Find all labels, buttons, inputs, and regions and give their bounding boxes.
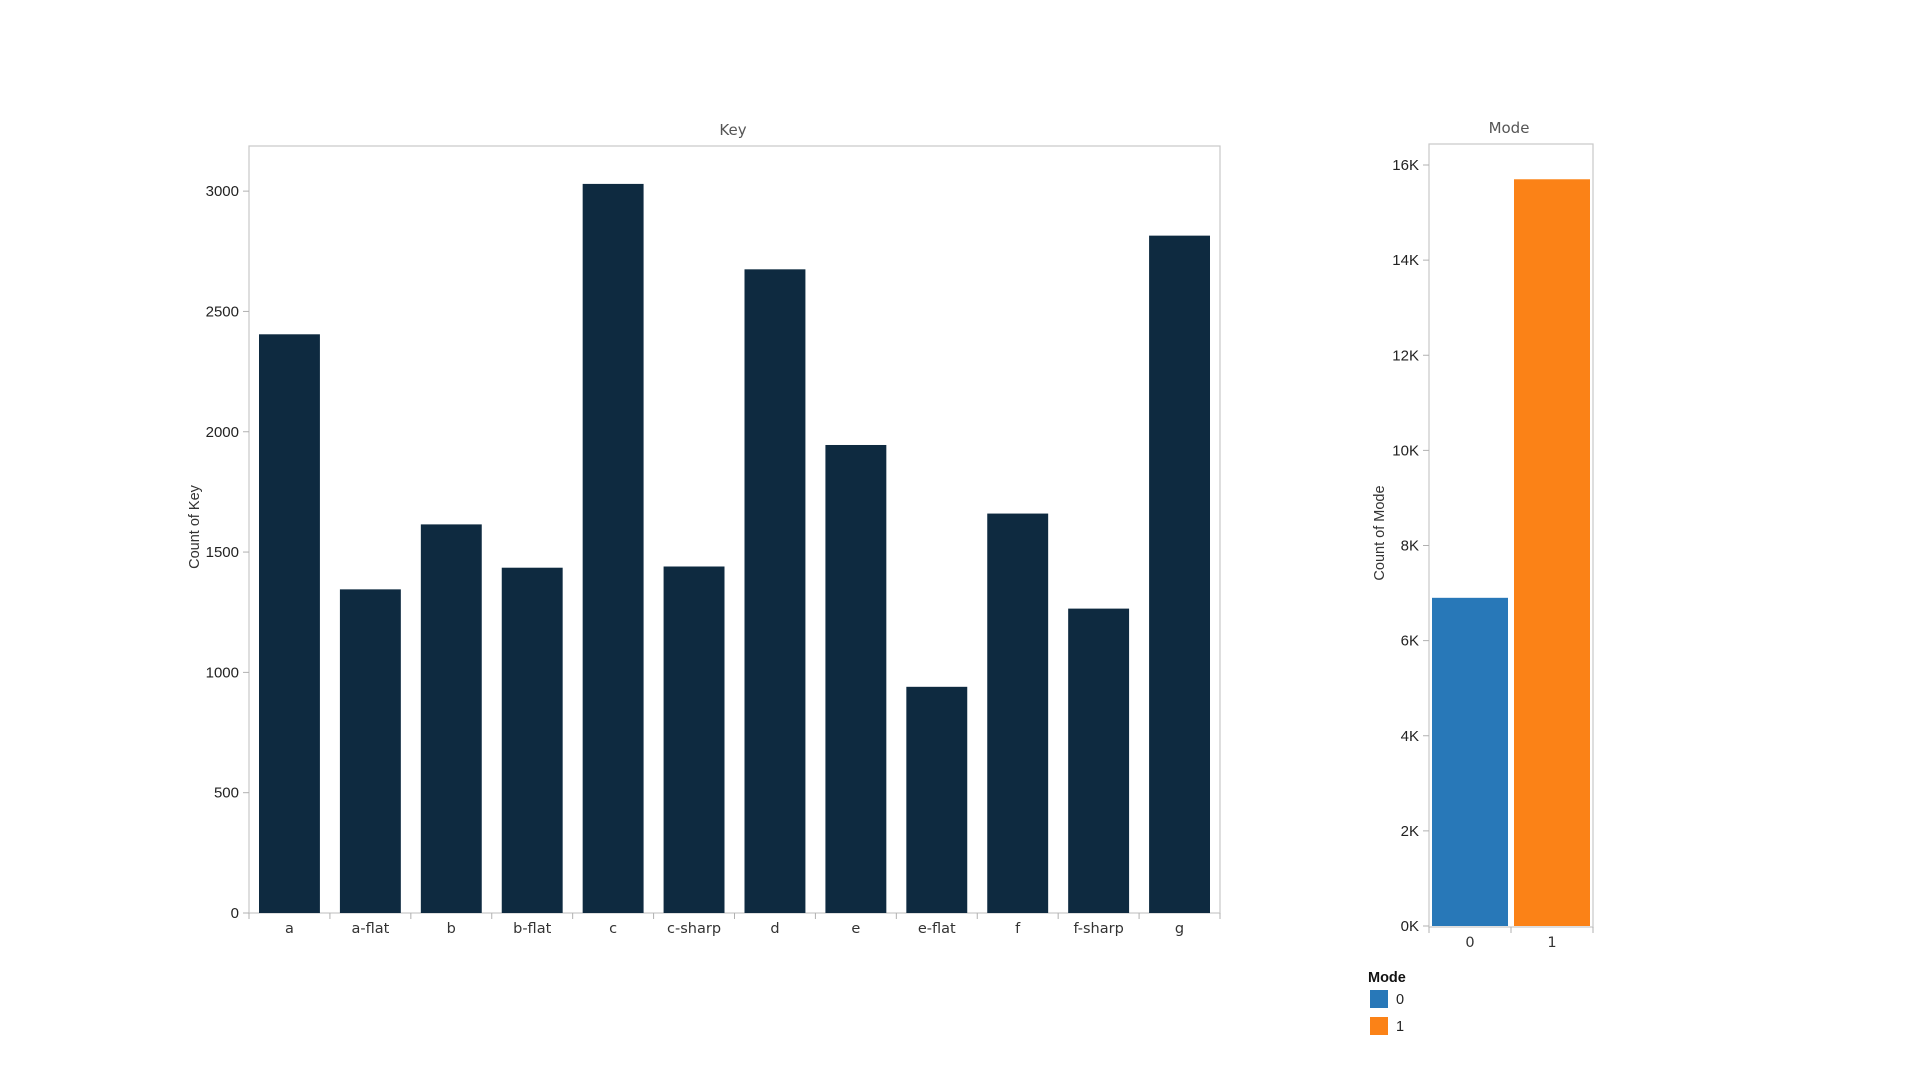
x-tick-label-c: c (609, 921, 617, 937)
legend-label-1: 1 (1396, 1019, 1404, 1035)
mode-y-axis-title: Count of Mode (1372, 485, 1388, 580)
legend-entries: 01 (1370, 990, 1404, 1035)
mode-y-axis: 0K 2K 4K 6K 8K 10K 12K 14K 16K (1392, 157, 1429, 935)
y-tick-label: 1500 (206, 544, 239, 561)
bar-f-sharp (1068, 608, 1130, 913)
legend-title: Mode (1368, 970, 1406, 986)
y-tick-label: 2500 (206, 303, 239, 320)
bar-b-flat (501, 567, 563, 913)
bar-0 (1432, 597, 1508, 926)
x-tick-label-f: f (1015, 921, 1021, 937)
legend-swatch-1 (1370, 1017, 1388, 1035)
x-tick-label-d: d (770, 921, 779, 937)
x-tick-label-b: b (447, 921, 456, 937)
y-tick-label: 6K (1401, 633, 1419, 650)
mode-legend: Mode 01 (1368, 970, 1406, 1035)
y-tick-label: 1000 (206, 664, 239, 681)
x-tick-label-c-sharp: c-sharp (667, 921, 721, 937)
x-tick-label-1: 1 (1547, 935, 1556, 951)
y-tick-label: 10K (1392, 442, 1419, 459)
x-tick-label-a: a (285, 921, 294, 937)
y-tick-label: 14K (1392, 252, 1419, 269)
y-tick-label: 500 (214, 785, 239, 802)
bar-c-sharp (663, 566, 725, 913)
x-tick-label-g: g (1175, 921, 1184, 937)
x-tick-label-b-flat: b-flat (513, 921, 551, 937)
x-tick-label-a-flat: a-flat (351, 921, 389, 937)
bar-d (744, 269, 806, 913)
bar-c (582, 183, 644, 913)
bar-e-flat (906, 686, 968, 913)
bar-1 (1514, 179, 1590, 927)
bar-e (825, 444, 887, 913)
bar-b (420, 524, 482, 913)
key-chart-title: Key (719, 121, 746, 139)
key-y-axis-title: Count of Key (187, 484, 203, 569)
y-tick-label: 3000 (206, 183, 239, 200)
y-tick-label: 16K (1392, 157, 1419, 174)
y-tick-label: 0K (1401, 918, 1419, 935)
bar-f (987, 513, 1049, 913)
mode-chart-panel: Mode Count of Mode 0K 2K 4K 6K 8K 10K 12K 14K 16… (1372, 119, 1594, 951)
x-tick-label-e-flat: e-flat (918, 921, 956, 937)
key-x-axis: a a-flat b b-flat c c-sharp d e e-flat f f-sharp g (248, 913, 1221, 937)
bar-a-flat (339, 589, 401, 913)
legend-swatch-0 (1370, 990, 1388, 1008)
y-tick-label: 0 (231, 905, 239, 922)
bar-a (259, 334, 320, 913)
x-tick-label-f-sharp: f-sharp (1073, 921, 1123, 937)
y-tick-label: 2K (1401, 823, 1419, 840)
legend-label-0: 0 (1396, 992, 1404, 1008)
bar-g (1149, 235, 1210, 913)
mode-bars (1432, 179, 1590, 927)
mode-chart-title: Mode (1489, 119, 1530, 137)
key-y-axis: 0 500 1000 1500 2000 2500 3000 (206, 183, 249, 922)
key-chart-panel: Key Count of Key 0 500 1000 1500 2000 2500 300… (187, 121, 1221, 937)
x-tick-label-e: e (851, 921, 860, 937)
key-bars (259, 183, 1210, 913)
y-tick-label: 12K (1392, 347, 1419, 364)
x-tick-label-0: 0 (1465, 935, 1474, 951)
y-tick-label: 4K (1401, 728, 1419, 745)
y-tick-label: 2000 (206, 424, 239, 441)
y-tick-label: 8K (1401, 538, 1419, 555)
